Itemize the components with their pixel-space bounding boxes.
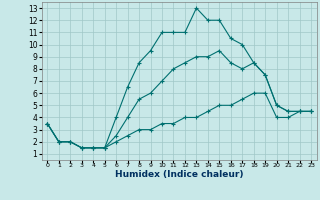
X-axis label: Humidex (Indice chaleur): Humidex (Indice chaleur) bbox=[115, 170, 244, 179]
